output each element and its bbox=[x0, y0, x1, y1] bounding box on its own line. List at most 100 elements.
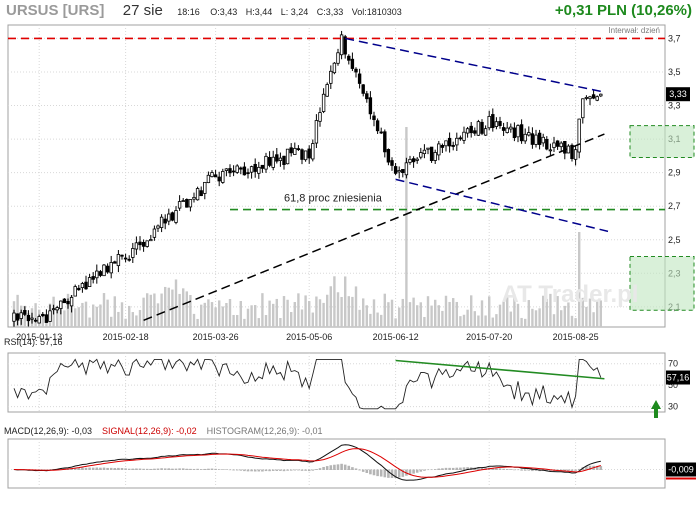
volume-bar bbox=[333, 276, 336, 327]
rsi-tick-label: 70 bbox=[668, 359, 678, 369]
volume-bar bbox=[120, 302, 124, 327]
macd-histogram-bar bbox=[588, 465, 592, 470]
macd-histogram-bar bbox=[419, 469, 423, 472]
volume-bar bbox=[578, 232, 581, 327]
macd-signal-label: SIGNAL(12,26,9): -0,02 bbox=[102, 426, 197, 436]
candle-body bbox=[321, 93, 326, 112]
candle-body bbox=[415, 158, 419, 161]
candle-body bbox=[30, 317, 34, 320]
macd-histogram-bar bbox=[383, 469, 387, 478]
candle-body bbox=[401, 169, 405, 173]
volume-bar bbox=[110, 316, 113, 327]
candle-body bbox=[361, 84, 365, 94]
macd-histogram-bar bbox=[448, 467, 451, 470]
price-tick-label: 3,5 bbox=[668, 67, 681, 77]
volume-bar bbox=[340, 296, 343, 327]
candle-body bbox=[357, 73, 362, 84]
last-price-label: 3,33 bbox=[669, 89, 687, 99]
volume-bar bbox=[588, 298, 592, 327]
macd-histogram-bar bbox=[577, 468, 581, 470]
volume-bar bbox=[63, 310, 66, 327]
macd-histogram-bar bbox=[307, 469, 311, 472]
candle-body bbox=[15, 313, 20, 321]
macd-histogram-bar bbox=[534, 469, 538, 471]
volume-bar bbox=[567, 302, 570, 327]
candle-body bbox=[195, 188, 200, 201]
macd-histogram-bar bbox=[250, 469, 253, 472]
volume-bar bbox=[275, 298, 278, 327]
volume-bar bbox=[106, 299, 109, 327]
volume-bar bbox=[408, 302, 412, 327]
price-tick-label: 2,5 bbox=[668, 235, 681, 245]
candle-body bbox=[530, 133, 535, 145]
candle-body bbox=[41, 313, 45, 317]
volume-bar bbox=[452, 298, 455, 327]
volume-bar bbox=[462, 314, 466, 327]
candle-body bbox=[534, 134, 538, 145]
candle-body bbox=[285, 148, 290, 165]
macd-histogram-bar bbox=[210, 468, 214, 470]
volume-bar bbox=[178, 293, 181, 327]
macd-histogram-bar bbox=[595, 465, 599, 470]
candle-body bbox=[343, 36, 347, 55]
volume-bar bbox=[236, 314, 239, 327]
macd-histogram-bar bbox=[88, 467, 91, 470]
candles bbox=[12, 30, 603, 327]
macd-histogram-bar bbox=[318, 468, 322, 470]
candle-body bbox=[260, 164, 265, 169]
candle-body bbox=[267, 157, 272, 166]
candle-body bbox=[451, 144, 455, 147]
candle-body bbox=[440, 144, 445, 148]
candle-body bbox=[494, 121, 499, 127]
volume-bar bbox=[534, 310, 538, 327]
price-change: +0,31 PLN (10,26%) bbox=[554, 2, 692, 19]
macd-histogram-bar bbox=[192, 468, 196, 470]
close-label: C:3,33 bbox=[316, 7, 344, 17]
macd-histogram-bar bbox=[325, 466, 329, 470]
volume-bar bbox=[596, 301, 599, 327]
volume-bar bbox=[351, 296, 354, 327]
volume-bar bbox=[146, 293, 149, 327]
volume-bar bbox=[210, 302, 214, 327]
volume-bar bbox=[455, 301, 458, 327]
candle-body bbox=[523, 133, 527, 142]
macd-histogram-bar bbox=[235, 469, 239, 471]
volume-bar bbox=[167, 287, 170, 327]
volume-bar bbox=[354, 286, 358, 327]
candle-body bbox=[231, 170, 236, 173]
macd-histogram-bar bbox=[462, 467, 466, 470]
volume-bar bbox=[279, 318, 282, 327]
candle-body bbox=[437, 143, 441, 156]
candle-body bbox=[491, 114, 495, 129]
volume-bar bbox=[117, 311, 120, 327]
macd-histogram-bar bbox=[369, 469, 372, 475]
volume-bar bbox=[448, 301, 451, 327]
volume-bar bbox=[300, 309, 304, 327]
candle-body bbox=[192, 196, 196, 200]
candle-body bbox=[59, 300, 63, 309]
macd-histogram-bar bbox=[181, 468, 185, 470]
candle-body bbox=[120, 254, 124, 257]
candle-body bbox=[501, 127, 506, 131]
macd-histogram-bar bbox=[196, 468, 199, 470]
macd-histogram-bar bbox=[214, 468, 217, 470]
volume-bar bbox=[261, 293, 264, 327]
candle-body bbox=[433, 152, 437, 161]
candle-body bbox=[102, 264, 106, 277]
volume-bar bbox=[232, 314, 235, 327]
volume-bar bbox=[304, 295, 307, 327]
volume-bar bbox=[200, 304, 203, 327]
volume-bar bbox=[560, 310, 563, 327]
candle-body bbox=[91, 276, 95, 280]
candle-body bbox=[487, 115, 491, 129]
candle-body bbox=[372, 115, 376, 121]
candle-body bbox=[55, 307, 59, 311]
candle-body bbox=[519, 124, 524, 142]
green-zone-2 bbox=[629, 256, 695, 311]
candle-body bbox=[379, 131, 383, 134]
macd-histogram-bar bbox=[347, 465, 351, 470]
volume-bar bbox=[491, 317, 494, 327]
candle-body bbox=[447, 137, 452, 147]
macd-histogram-bar bbox=[549, 469, 552, 472]
date-tick-label: 2015-03-26 bbox=[193, 332, 239, 342]
